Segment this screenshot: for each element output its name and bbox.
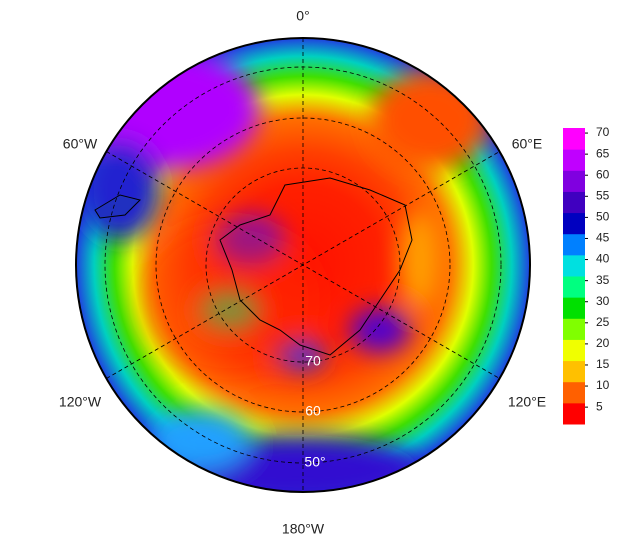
longitude-label: 60°W bbox=[63, 136, 98, 152]
longitude-label: 120°E bbox=[508, 394, 546, 410]
colorbar-tick-label: 50 bbox=[596, 210, 610, 224]
longitude-label: 60°E bbox=[512, 136, 543, 152]
graticule bbox=[104, 38, 502, 492]
colorbar-swatch bbox=[563, 191, 585, 214]
heatmap-field bbox=[76, 38, 530, 492]
longitude-label: 180°W bbox=[282, 521, 325, 537]
colorbar-swatch bbox=[563, 360, 585, 383]
colorbar-swatch bbox=[563, 381, 585, 404]
colorbar-swatch bbox=[563, 297, 585, 319]
colorbar-tick-label: 70 bbox=[596, 125, 610, 139]
colorbar-tick-label: 60 bbox=[596, 167, 610, 181]
colorbar-tick-label: 20 bbox=[596, 336, 610, 350]
colorbar-swatch bbox=[563, 276, 585, 298]
colorbar-tick-label: 65 bbox=[596, 146, 610, 160]
colorbar-swatch bbox=[563, 170, 585, 192]
colorbar-tick-label: 35 bbox=[596, 273, 610, 287]
colorbar-tick-label: 30 bbox=[596, 294, 610, 308]
colorbar-tick-label: 55 bbox=[596, 188, 610, 202]
longitude-label: 0° bbox=[296, 8, 309, 24]
latitude-label: 50° bbox=[304, 454, 325, 470]
colorbar-swatch bbox=[563, 254, 585, 277]
colorbar: 5 10 15 20 25 30 35 40 45 50 55 60 65 70 bbox=[563, 125, 610, 425]
colorbar-swatch bbox=[563, 402, 585, 425]
colorbar-swatch bbox=[563, 212, 585, 235]
latitude-label: 60 bbox=[305, 403, 321, 419]
colorbar-swatch bbox=[563, 339, 585, 362]
map-border bbox=[75, 37, 531, 493]
colorbar-swatch bbox=[563, 318, 585, 340]
colorbar-tick-label: 5 bbox=[596, 399, 603, 413]
colorbar-swatch bbox=[563, 233, 585, 256]
colorbar-swatch bbox=[563, 149, 585, 171]
longitude-label: 120°W bbox=[59, 394, 102, 410]
colorbar-tick-label: 15 bbox=[596, 357, 610, 371]
colorbar-tick-label: 45 bbox=[596, 231, 610, 245]
colorbar-tick-label: 40 bbox=[596, 252, 610, 266]
colorbar-tick-label: 10 bbox=[596, 378, 610, 392]
colorbar-swatch bbox=[563, 128, 585, 150]
colorbar-tick-label: 25 bbox=[596, 315, 610, 329]
latitude-label: 70 bbox=[305, 353, 321, 369]
